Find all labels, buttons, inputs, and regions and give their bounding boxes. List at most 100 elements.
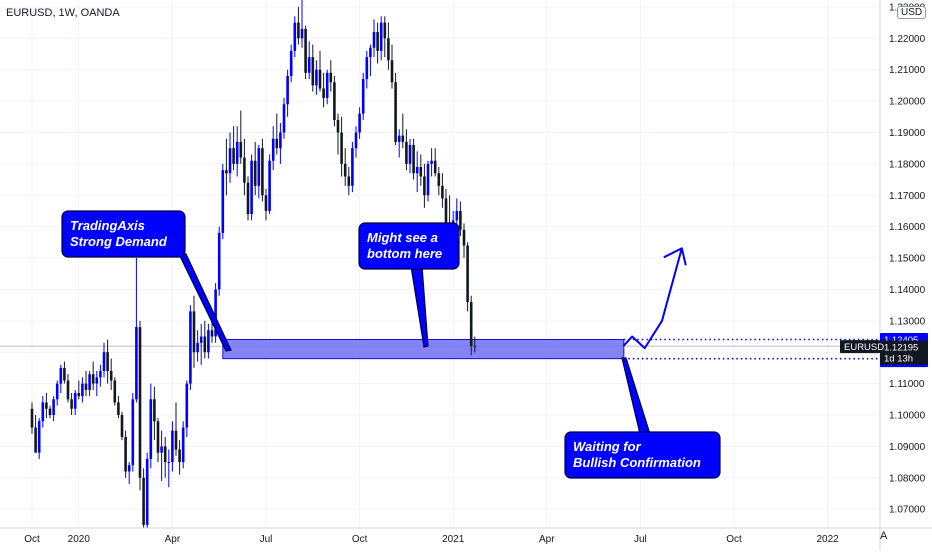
candle-body xyxy=(473,345,477,347)
candle-body xyxy=(361,79,365,114)
price-axis[interactable]: 1.070001.080001.090001.100001.110001.120… xyxy=(879,0,926,550)
candle-body xyxy=(232,148,235,164)
candle-body xyxy=(106,352,109,372)
callout-bullish-confirmation-text-line: Bullish Confirmation xyxy=(573,455,701,470)
candle-body xyxy=(171,430,174,463)
auto-scale-button[interactable]: A xyxy=(880,530,888,542)
candle-body xyxy=(243,157,246,183)
candle-body xyxy=(138,327,142,478)
candle-body xyxy=(48,408,52,415)
candle-body xyxy=(379,22,383,51)
candle-body xyxy=(55,383,59,400)
candle-body xyxy=(185,383,189,428)
callout-strong-demand-text-line: TradingAxis xyxy=(70,218,145,233)
current-symbol-tag: EURUSD xyxy=(840,340,884,354)
level-lines-layer xyxy=(622,247,880,360)
candle-body xyxy=(135,327,138,400)
price-tag-upper-text: 1.12405 xyxy=(884,335,918,346)
candle-body xyxy=(181,427,185,463)
candle-body xyxy=(286,75,289,105)
candle-body xyxy=(66,380,70,400)
currency-badge[interactable]: USD xyxy=(897,6,927,19)
time-axis[interactable]: Oct 2020 Apr Jul Oct 2021 Apr Jul Oct 2022 xyxy=(0,527,932,545)
candle-body xyxy=(124,436,127,472)
candle-body xyxy=(34,427,37,453)
price-tick-label: 1.14000 xyxy=(889,285,926,296)
candle-body xyxy=(394,82,397,142)
time-tick-label: 2020 xyxy=(68,534,91,545)
candle-body xyxy=(325,72,329,98)
symbol-title: EURUSD, 1W, OANDA xyxy=(6,7,120,19)
callout-bottom-here-box xyxy=(358,222,460,270)
time-tick-label: Jul xyxy=(634,534,647,545)
candle-body xyxy=(127,465,131,472)
candle-body xyxy=(192,311,196,353)
candle-body xyxy=(268,160,271,211)
candle-body xyxy=(351,148,354,186)
projection-path xyxy=(622,248,683,350)
candle-body xyxy=(30,408,34,428)
candle-body xyxy=(142,477,145,525)
candle-body xyxy=(455,210,459,221)
callout-bottom-here-pointer xyxy=(410,265,429,348)
candle-body xyxy=(419,167,423,177)
price-tick-label: 1.13000 xyxy=(889,316,926,327)
candle-body xyxy=(214,289,217,337)
candle-body xyxy=(315,69,318,86)
candle-body xyxy=(228,148,232,174)
candle-body xyxy=(336,119,340,133)
price-tick-label: 1.17000 xyxy=(889,191,926,202)
callout-bullish-confirmation-text-line: Waiting for xyxy=(573,439,642,454)
candle-body xyxy=(347,176,351,186)
candle-body xyxy=(333,82,336,120)
candle-body xyxy=(293,22,297,51)
candle-body xyxy=(318,69,322,89)
candle-body xyxy=(387,38,390,61)
candle-body xyxy=(73,393,77,409)
price-tick-label: 1.11000 xyxy=(889,379,925,390)
candle-body xyxy=(289,50,293,76)
candle-body xyxy=(376,32,379,51)
candle-body xyxy=(102,352,106,372)
callout-bullish-confirmation-box xyxy=(564,431,721,479)
candle-body xyxy=(282,104,286,133)
time-tick-label: Jul xyxy=(260,534,273,545)
candle-body xyxy=(41,402,45,422)
candle-body xyxy=(207,330,210,353)
candle-body xyxy=(365,57,369,80)
candle-body xyxy=(145,458,149,525)
candle-body xyxy=(264,195,268,211)
time-tick-label: Apr xyxy=(165,534,181,545)
candle-body xyxy=(415,167,419,174)
time-tick-label: Oct xyxy=(24,534,40,545)
candle-body xyxy=(311,57,315,86)
candle-body xyxy=(408,145,412,164)
candle-body xyxy=(257,148,261,186)
callout-strong-demand-box xyxy=(61,210,186,258)
candle-body xyxy=(271,138,275,161)
candle-body xyxy=(397,135,401,142)
candle-body xyxy=(117,402,120,415)
candle-body xyxy=(59,367,63,384)
candle-body xyxy=(77,393,81,397)
candle-body xyxy=(423,176,426,196)
candle-body xyxy=(221,170,225,233)
candle-body xyxy=(196,342,199,353)
time-tick-label: Oct xyxy=(352,534,368,545)
callout-bottom-here-text-line: Might see a xyxy=(367,230,438,245)
candle-body xyxy=(307,57,311,73)
price-tick-label: 1.19000 xyxy=(889,128,926,139)
candle-body xyxy=(300,28,304,39)
candle-body xyxy=(131,399,135,466)
candle-body xyxy=(149,399,153,459)
time-tick-label: Oct xyxy=(726,534,742,545)
candle-body xyxy=(462,229,466,246)
candle-body xyxy=(430,160,433,164)
candle-body xyxy=(95,377,99,384)
candle-body xyxy=(322,88,325,98)
candle-body xyxy=(120,414,124,437)
